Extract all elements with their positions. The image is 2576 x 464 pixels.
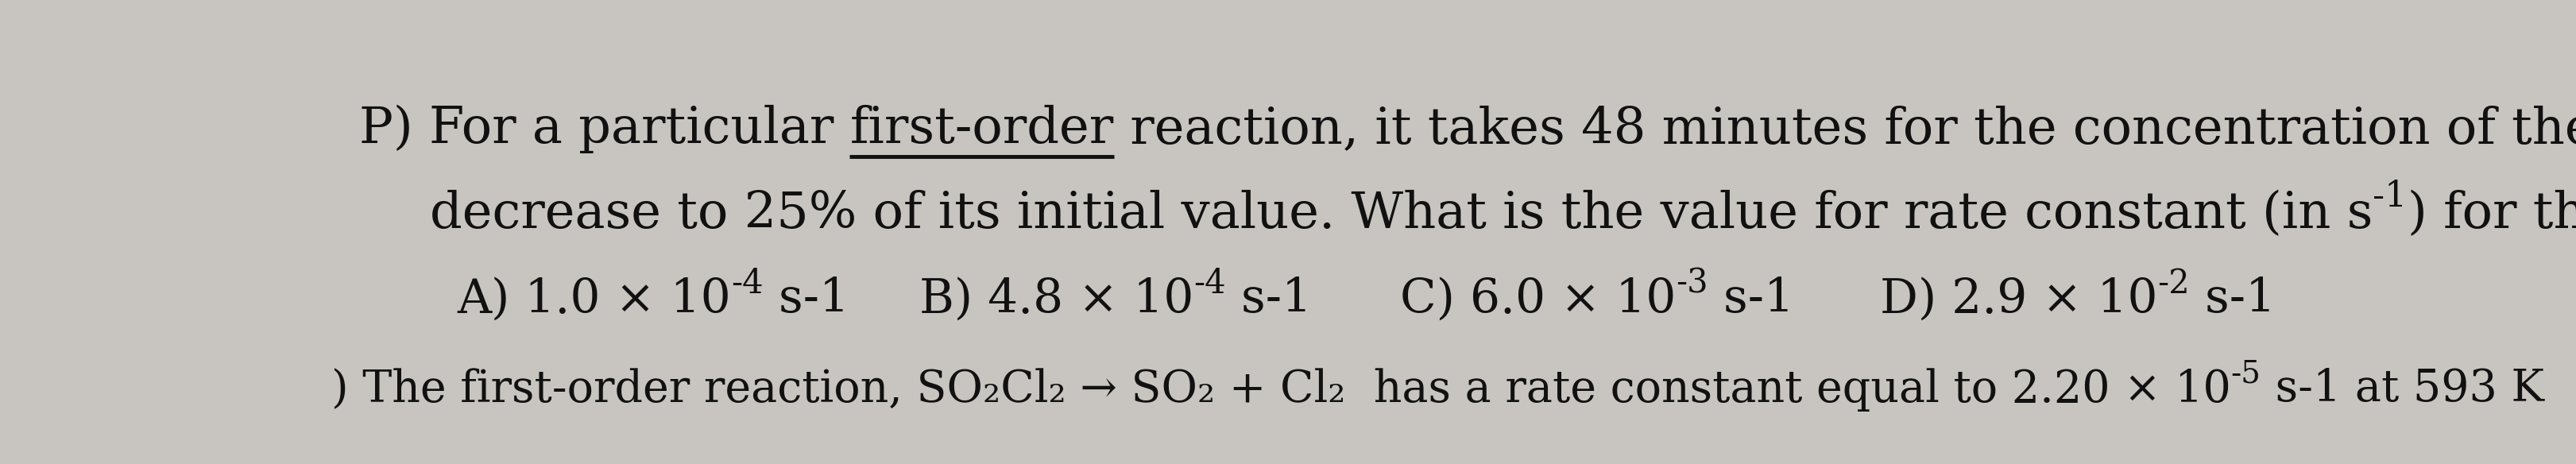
Text: -5: -5 [2231, 359, 2262, 388]
Text: P) For a particular: P) For a particular [358, 104, 850, 154]
Text: -1: -1 [2372, 180, 2406, 214]
Text: ) for the reaction?: ) for the reaction? [2406, 190, 2576, 239]
Text: reaction, it takes 48 minutes for the concentration of the reactant to: reaction, it takes 48 minutes for the co… [1113, 104, 2576, 153]
Text: D) 2.9 × 10: D) 2.9 × 10 [1880, 276, 2159, 322]
Text: -4: -4 [732, 267, 762, 300]
Text: s-1: s-1 [1226, 276, 1311, 322]
Text: -2: -2 [2159, 267, 2190, 300]
Text: -4: -4 [1193, 267, 1226, 300]
Text: C) 6.0 × 10: C) 6.0 × 10 [1399, 276, 1674, 322]
Text: s-1: s-1 [2190, 276, 2275, 322]
Text: -3: -3 [1674, 267, 1708, 300]
Text: s-1 at 593 K: s-1 at 593 K [2262, 367, 2545, 411]
Text: decrease to 25% of its initial value. What is the value for rate constant (in s: decrease to 25% of its initial value. Wh… [430, 190, 2372, 239]
Text: B) 4.8 × 10: B) 4.8 × 10 [920, 276, 1193, 322]
Text: s-1: s-1 [1708, 276, 1793, 322]
Text: first-order: first-order [850, 104, 1113, 153]
Text: ) The first-order reaction, SO₂Cl₂ → SO₂ + Cl₂  has a rate constant equal to 2.2: ) The first-order reaction, SO₂Cl₂ → SO₂… [332, 367, 2231, 411]
Text: s-1: s-1 [762, 276, 850, 322]
Text: A) 1.0 × 10: A) 1.0 × 10 [459, 276, 732, 322]
